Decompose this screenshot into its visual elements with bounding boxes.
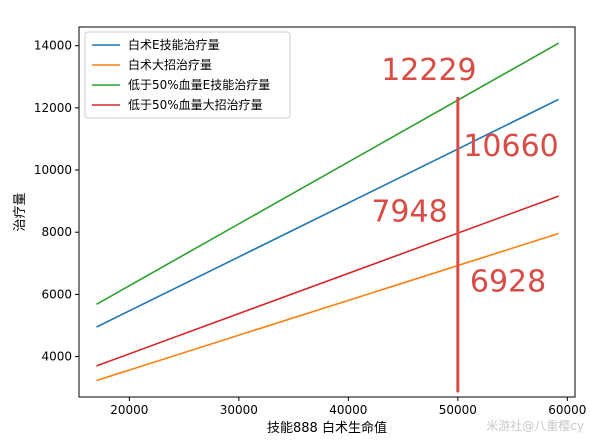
series-line-2 xyxy=(96,42,559,305)
x-tick-label-1: 30000 xyxy=(220,403,258,417)
x-axis-label: 技能888 白术生命值 xyxy=(267,420,387,436)
legend-label-1: 白术大招治疗量 xyxy=(128,57,212,72)
series-layer xyxy=(96,42,559,382)
y-tick-label-2: 8000 xyxy=(41,225,72,239)
y-axis-label: 治疗量 xyxy=(13,192,28,231)
annotation-1: 10660 xyxy=(463,129,558,164)
x-tick-label-2: 40000 xyxy=(329,403,367,417)
legend-label-0: 白术E技能治疗量 xyxy=(128,37,220,52)
x-tick-label-3: 50000 xyxy=(439,403,477,417)
series-line-0 xyxy=(96,98,559,328)
watermark: 米游社@八重樱cy xyxy=(486,418,584,433)
x-ticks: 20000 30000 40000 50000 60000 xyxy=(110,397,586,417)
legend-box xyxy=(84,31,291,119)
series-line-3 xyxy=(96,195,559,367)
x-tick-label-4: 60000 xyxy=(548,403,586,417)
y-tick-label-0: 4000 xyxy=(41,350,72,364)
plot-frame xyxy=(78,26,576,398)
legend-label-2: 低于50%血量E技能治疗量 xyxy=(128,78,270,92)
x-tick-label-0: 20000 xyxy=(110,403,148,417)
legend-label-3: 低于50%血量大招治疗量 xyxy=(128,98,263,112)
y-tick-label-3: 10000 xyxy=(34,163,72,177)
y-tick-label-5: 14000 xyxy=(34,39,72,53)
annotations: 12229 10660 7948 6928 xyxy=(371,53,558,299)
y-tick-label-1: 6000 xyxy=(41,287,72,301)
annotation-3: 6928 xyxy=(470,264,546,299)
annotation-0: 12229 xyxy=(381,53,476,88)
annotation-2: 7948 xyxy=(371,194,447,229)
y-tick-label-4: 12000 xyxy=(34,101,72,115)
series-line-1 xyxy=(96,232,559,382)
y-ticks: 4000 6000 8000 10000 12000 14000 xyxy=(34,39,79,364)
